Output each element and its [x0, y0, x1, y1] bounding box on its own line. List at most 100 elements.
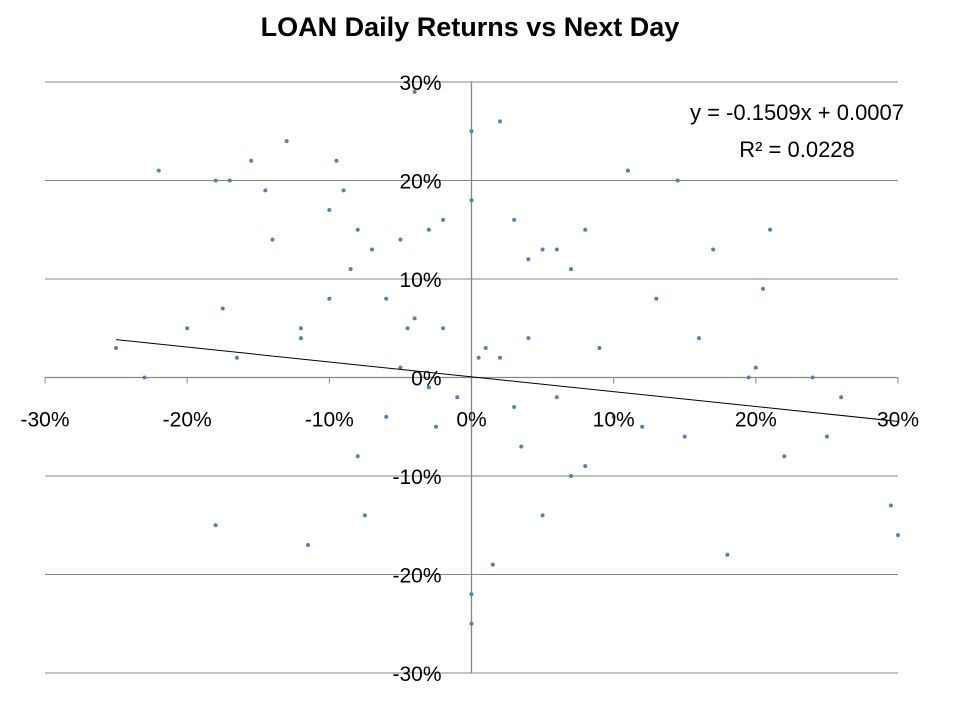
data-point — [611, 414, 616, 419]
data-point — [426, 385, 431, 390]
data-point — [512, 217, 517, 222]
data-point — [227, 178, 232, 183]
data-point — [469, 129, 474, 134]
data-point — [412, 89, 417, 94]
x-tick-label: 20% — [735, 409, 777, 432]
data-point — [810, 375, 815, 380]
data-point — [249, 158, 254, 163]
data-point — [263, 188, 268, 193]
data-point — [398, 365, 403, 370]
data-point — [213, 178, 218, 183]
data-point — [839, 395, 844, 400]
data-point — [469, 592, 474, 597]
data-point — [398, 237, 403, 242]
data-point — [298, 336, 303, 341]
data-point — [476, 355, 481, 360]
data-point — [768, 227, 773, 232]
data-point — [384, 414, 389, 419]
data-point — [675, 178, 680, 183]
data-point — [711, 247, 716, 252]
data-point — [284, 139, 289, 144]
data-point — [554, 247, 559, 252]
data-point — [497, 355, 502, 360]
data-point — [369, 247, 374, 252]
data-point — [583, 464, 588, 469]
y-tick-label: -20% — [392, 565, 441, 588]
data-point — [341, 188, 346, 193]
trendline — [116, 339, 899, 422]
data-point — [696, 336, 701, 341]
data-point — [490, 562, 495, 567]
data-point — [497, 119, 502, 124]
data-point — [682, 434, 687, 439]
data-point — [362, 513, 367, 518]
data-point — [156, 168, 161, 173]
data-point — [220, 306, 225, 311]
y-tick-label: 20% — [399, 171, 441, 194]
y-tick-labels: -30% -20% -10% 0% 10% 20% 30% — [392, 72, 441, 686]
data-point — [512, 405, 517, 410]
data-point — [782, 454, 787, 459]
trendline-equation: y = -0.1509x + 0.0007 — [690, 100, 904, 125]
data-point — [270, 237, 275, 242]
data-point — [441, 217, 446, 222]
y-tick-label: 10% — [399, 269, 441, 292]
data-point — [426, 227, 431, 232]
data-point — [583, 227, 588, 232]
data-point — [760, 286, 765, 291]
x-tick-labels: -30% -20% -10% 0% 10% 20% 30% — [20, 409, 919, 432]
data-point — [526, 336, 531, 341]
x-tick-label: -10% — [305, 409, 354, 432]
data-point — [753, 365, 758, 370]
y-tick-label: -30% — [392, 663, 441, 686]
y-tick-label: 0% — [411, 368, 441, 391]
data-point — [433, 424, 438, 429]
data-point — [334, 158, 339, 163]
data-point — [483, 345, 488, 350]
data-point — [469, 198, 474, 203]
x-tick-label: 10% — [593, 409, 635, 432]
data-point — [824, 434, 829, 439]
trendline-r-squared: R² = 0.0228 — [739, 137, 855, 162]
data-point — [654, 296, 659, 301]
data-point — [412, 316, 417, 321]
data-point — [625, 168, 630, 173]
data-point — [519, 444, 524, 449]
x-tick-label: 0% — [456, 409, 486, 432]
axes — [44, 81, 899, 674]
data-point — [114, 345, 119, 350]
data-point — [355, 454, 360, 459]
trendline-group — [116, 339, 899, 422]
chart-title: LOAN Daily Returns vs Next Day — [260, 12, 680, 42]
data-point — [306, 542, 311, 547]
data-point — [725, 552, 730, 557]
data-point — [441, 326, 446, 331]
data-point — [597, 345, 602, 350]
data-point — [185, 326, 190, 331]
data-point — [405, 326, 410, 331]
y-tick-label: -10% — [392, 466, 441, 489]
data-point — [640, 424, 645, 429]
data-point — [327, 208, 332, 213]
data-point — [540, 247, 545, 252]
data-point — [213, 523, 218, 528]
data-point — [888, 503, 893, 508]
data-point — [298, 326, 303, 331]
data-point — [469, 621, 474, 626]
data-point — [355, 227, 360, 232]
data-point — [896, 533, 900, 538]
data-point — [746, 375, 751, 380]
x-tick-label: -30% — [20, 409, 69, 432]
x-tick-label: -20% — [163, 409, 212, 432]
data-point — [540, 513, 545, 518]
data-point — [526, 257, 531, 262]
data-points — [114, 89, 900, 626]
y-tick-label: 30% — [399, 72, 441, 95]
data-point — [554, 395, 559, 400]
x-tick-label: 30% — [877, 409, 919, 432]
data-point — [327, 296, 332, 301]
data-point — [142, 375, 147, 380]
data-point — [569, 267, 574, 272]
data-point — [569, 474, 574, 478]
